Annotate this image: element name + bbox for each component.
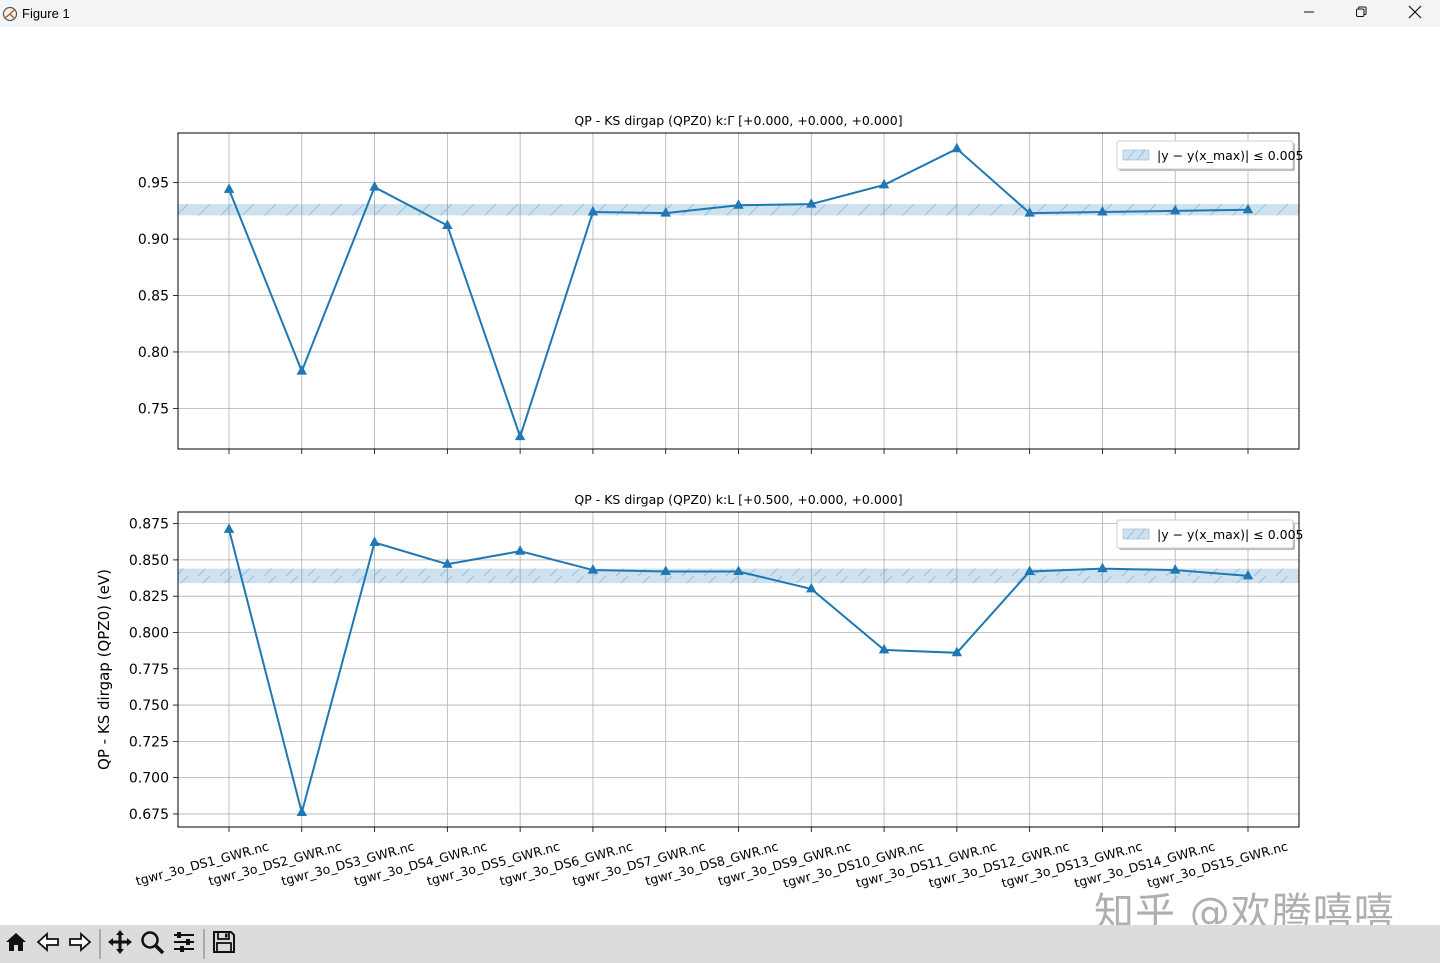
restore-icon xyxy=(1355,6,1367,22)
data-point[interactable] xyxy=(806,198,817,208)
data-point[interactable] xyxy=(1242,569,1254,580)
data-point[interactable] xyxy=(369,536,380,546)
pan-button[interactable] xyxy=(104,927,136,961)
data-point[interactable] xyxy=(1242,203,1254,214)
data-point[interactable] xyxy=(1170,564,1181,574)
data-point[interactable] xyxy=(1024,565,1035,576)
y-axis-label: QP - KS dirgap (QPZ0) (eV) xyxy=(95,569,113,770)
legend-frame xyxy=(1116,140,1294,170)
data-point[interactable] xyxy=(514,430,526,441)
legend-frame xyxy=(1116,519,1294,549)
legend-swatch xyxy=(1122,528,1150,540)
data-point[interactable] xyxy=(1097,562,1108,573)
data-point[interactable] xyxy=(660,207,671,217)
data-point[interactable] xyxy=(296,806,307,816)
window-title: Figure 1 xyxy=(22,6,70,21)
zoom-icon xyxy=(139,929,165,959)
forward-button[interactable] xyxy=(64,927,96,961)
data-point[interactable] xyxy=(806,582,817,593)
minimize-icon xyxy=(1303,6,1315,22)
legend-label: |y − y(x_max)| ≤ 0.005 xyxy=(1157,148,1303,163)
save-button[interactable] xyxy=(208,927,240,961)
data-point[interactable] xyxy=(369,181,380,191)
home-button[interactable] xyxy=(0,927,32,961)
y-tick-label: 0.775 xyxy=(129,662,169,678)
minimize-button[interactable] xyxy=(1286,0,1332,27)
data-point[interactable] xyxy=(442,558,453,568)
data-point[interactable] xyxy=(878,178,890,189)
data-point[interactable] xyxy=(514,545,526,555)
tolerance-band-hatch xyxy=(178,204,1299,216)
data-point[interactable] xyxy=(442,219,453,230)
y-tick-label: 0.850 xyxy=(129,553,169,569)
data-point[interactable] xyxy=(951,142,963,153)
data-point[interactable] xyxy=(587,564,599,574)
bottom-subplot: 0.675 0.700 0.725 0.750 0.775 0.800 0.825 0.850… xyxy=(95,492,1303,891)
y-tick-label: 0.75 xyxy=(138,401,169,417)
y-tick-label: 0.95 xyxy=(138,176,169,192)
app-icon xyxy=(2,6,18,22)
data-point[interactable] xyxy=(223,183,235,193)
legend-swatch-hatch xyxy=(1126,528,1146,540)
data-point[interactable] xyxy=(1097,206,1108,216)
top-subplot: 0.75 0.80 0.85 0.90 0.95 QP - KS dirgap (QPZ0… xyxy=(138,113,1303,454)
toolbar-separator xyxy=(203,929,205,959)
maximize-button[interactable] xyxy=(1338,0,1384,27)
back-arrow-icon xyxy=(35,929,61,959)
navigation-toolbar xyxy=(0,925,1440,963)
pan-icon xyxy=(107,929,133,959)
legend-swatch xyxy=(1122,149,1150,161)
close-icon xyxy=(1408,5,1422,23)
back-button[interactable] xyxy=(32,927,64,961)
y-tick-label: 0.85 xyxy=(138,289,169,305)
close-button[interactable] xyxy=(1392,0,1438,27)
window-titlebar: Figure 1 xyxy=(0,0,1440,27)
data-point[interactable] xyxy=(1024,207,1035,217)
save-icon xyxy=(211,929,237,959)
forward-arrow-icon xyxy=(67,929,93,959)
figure-canvas[interactable]: 0.75 0.80 0.85 0.90 0.95 QP - KS dirgap (QPZ0… xyxy=(0,27,1440,925)
y-tick-label: 0.800 xyxy=(129,625,169,641)
legend-label: |y − y(x_max)| ≤ 0.005 xyxy=(1157,527,1303,542)
zoom-button[interactable] xyxy=(136,927,168,961)
y-tick-label: 0.80 xyxy=(138,345,169,361)
y-tick-label: 0.700 xyxy=(129,771,169,787)
data-point[interactable] xyxy=(660,565,671,576)
data-point[interactable] xyxy=(951,646,963,657)
legend: |y − y(x_max)| ≤ 0.005 xyxy=(1116,519,1303,550)
y-tick-label: 0.750 xyxy=(129,698,169,714)
configure-subplots-icon xyxy=(171,929,197,959)
legend-swatch-hatch xyxy=(1126,149,1146,161)
y-tick-label: 0.825 xyxy=(129,589,169,605)
data-point[interactable] xyxy=(296,365,307,375)
data-point[interactable] xyxy=(1170,204,1181,215)
tolerance-band-hatch xyxy=(178,568,1299,584)
data-point[interactable] xyxy=(733,199,744,209)
home-icon xyxy=(3,929,29,959)
data-point[interactable] xyxy=(878,643,890,654)
y-tick-label: 0.875 xyxy=(129,517,169,533)
data-point[interactable] xyxy=(587,206,599,216)
data-point[interactable] xyxy=(733,565,744,576)
chart-title: QP - KS dirgap (QPZ0) k:Γ [+0.000, +0.00… xyxy=(574,113,902,128)
y-tick-label: 0.725 xyxy=(129,734,169,750)
y-tick-label: 0.675 xyxy=(129,807,169,823)
y-tick-label: 0.90 xyxy=(138,232,169,248)
toolbar-separator xyxy=(99,929,101,959)
chart-title: QP - KS dirgap (QPZ0) k:L [+0.500, +0.00… xyxy=(574,492,902,507)
data-point[interactable] xyxy=(223,523,235,533)
legend: |y − y(x_max)| ≤ 0.005 xyxy=(1116,140,1303,171)
configure-subplots-button[interactable] xyxy=(168,927,200,961)
